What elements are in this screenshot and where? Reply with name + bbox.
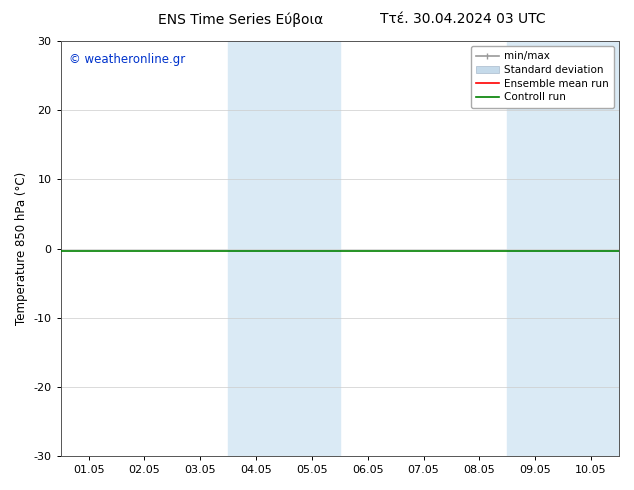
Y-axis label: Temperature 850 hPa (°C): Temperature 850 hPa (°C) — [15, 172, 28, 325]
Legend: min/max, Standard deviation, Ensemble mean run, Controll run: min/max, Standard deviation, Ensemble me… — [470, 46, 614, 108]
Text: © weatheronline.gr: © weatheronline.gr — [69, 53, 185, 67]
Text: ENS Time Series Εύβοια: ENS Time Series Εύβοια — [158, 12, 323, 27]
Bar — [507, 41, 619, 456]
Bar — [228, 41, 340, 456]
Text: Ττέ. 30.04.2024 03 UTC: Ττέ. 30.04.2024 03 UTC — [380, 12, 546, 26]
